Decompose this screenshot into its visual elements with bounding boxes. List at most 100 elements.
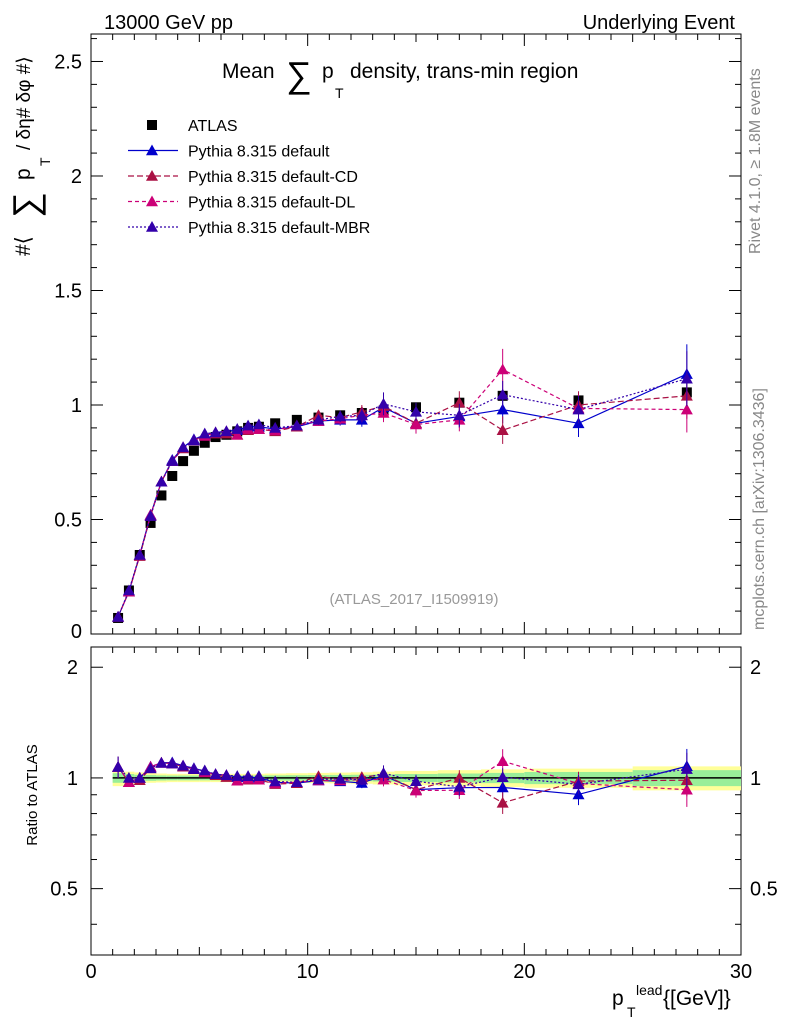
ratio-y-tick-label-left: 0.5: [50, 879, 78, 901]
y-tick-label: 2.5: [54, 51, 82, 73]
x-tick-label: 10: [297, 961, 319, 983]
ratio-series-marker: [496, 796, 509, 808]
ratio-series-marker: [312, 773, 325, 785]
series-marker: [231, 423, 244, 434]
legend-marker: [146, 221, 158, 232]
ratio-y-tick-label-right: 1: [750, 768, 761, 790]
ratio-series-marker: [269, 775, 282, 787]
series-marker: [198, 427, 211, 439]
legend-label: Pythia 8.315 default-DL: [188, 195, 355, 212]
ratio-series-marker: [572, 778, 585, 790]
y-tick-label: 1.5: [54, 280, 82, 302]
legend-marker: [146, 195, 158, 207]
ratio-series-marker: [410, 775, 422, 786]
atlas-data-point: [167, 470, 178, 481]
ratio-y-tick-label-right: 0.5: [750, 879, 778, 901]
series-marker: [166, 455, 179, 466]
title-p: p: [322, 60, 334, 83]
legend-label-atlas: ATLAS: [188, 118, 238, 135]
xlabel-sup: lead: [636, 982, 662, 998]
series-marker: [220, 425, 233, 437]
series-marker: [155, 475, 168, 487]
ratio-frame: [90, 646, 742, 956]
title-p-sub: T: [335, 85, 344, 101]
ratio-series-marker: [187, 763, 200, 774]
ratio-y-tick-label-left: 2: [67, 657, 78, 679]
series-line-2: [117, 368, 687, 618]
ratio-y-tick-label-left: 1: [67, 768, 78, 790]
chart-title: Mean ∑ p T density, trans-min region: [222, 54, 578, 101]
ratio-series-marker: [112, 760, 125, 772]
series-marker: [496, 388, 509, 400]
ratio-series-marker: [680, 763, 693, 774]
ratio-series-marker: [155, 756, 168, 768]
series-marker: [355, 409, 368, 421]
ratio-series-marker: [133, 771, 146, 783]
series-line-3: [117, 378, 687, 618]
atlas-data-point: [145, 517, 156, 528]
y-axis-label: #⟨ ∑ p T / δη# δφ #⟩: [5, 56, 53, 256]
x-tick-label: 0: [85, 961, 96, 983]
main-plot-area: 0.5 1 1.5 2 2.5 0: [54, 33, 742, 643]
x-tick-label: 30: [730, 961, 752, 983]
atlas-data-point: [188, 445, 199, 456]
ratio-series-marker: [242, 770, 255, 781]
ratio-series-marker: [496, 771, 509, 782]
series-marker: [410, 405, 422, 417]
ratio-series-marker: [198, 764, 211, 776]
series-marker: [144, 510, 157, 521]
ylabel-p: p: [12, 168, 35, 180]
series-line-1: [117, 395, 687, 618]
atlas-data-point: [199, 437, 210, 448]
ratio-series-marker: [122, 771, 135, 783]
watermark-label: (ATLAS_2017_I1509919): [329, 591, 498, 608]
ratio-series-marker: [453, 771, 466, 783]
atlas-data-point: [156, 490, 167, 501]
series-marker: [572, 403, 585, 415]
ratio-series-marker: [220, 769, 233, 781]
ratio-series-marker: [231, 770, 244, 781]
y-tick-label-zero: 0: [71, 621, 82, 643]
y-tick-label: 0.5: [54, 509, 82, 531]
title-mean: Mean: [222, 60, 275, 83]
ratio-series-marker: [496, 755, 509, 766]
series-marker: [209, 426, 222, 438]
ylabel-rest: / δη# δφ #⟩: [14, 56, 35, 150]
series-marker: [231, 428, 244, 440]
series-marker: [312, 413, 325, 425]
ratio-series-marker: [144, 762, 157, 774]
header-left: 13000 GeV pp: [104, 12, 233, 34]
ratio-series-marker: [410, 784, 422, 796]
y-tick-label: 1: [71, 395, 82, 417]
series-marker: [680, 403, 693, 415]
series-marker: [410, 418, 422, 430]
mcplots-label: mcplots.cern.ch [arXiv:1306.3436]: [751, 388, 768, 630]
ratio-y-tick-label-right: 2: [750, 657, 761, 679]
series-marker: [252, 418, 265, 430]
ratio-series-marker: [377, 767, 390, 778]
xlabel-p: p: [612, 987, 624, 1010]
series-marker: [496, 363, 509, 375]
series-marker: [290, 419, 303, 431]
ratio-series-marker: [166, 757, 179, 769]
series-line-0: [117, 373, 688, 618]
legend-marker: [146, 144, 158, 156]
title-rest: density, trans-min region: [350, 60, 578, 83]
series-marker: [133, 548, 146, 560]
header-right: Underlying Event: [583, 12, 736, 34]
ratio-series-marker: [209, 768, 222, 780]
xlabel-sub: T: [627, 1004, 636, 1020]
series-marker: [496, 403, 509, 415]
ratio-series-marker: [680, 783, 693, 795]
ratio-series-marker: [453, 780, 466, 792]
ylabel-prefix: #⟨: [12, 236, 35, 256]
ylabel-sum: ∑: [5, 192, 46, 218]
x-axis-label: p lead T {[GeV]}: [612, 982, 731, 1020]
legend-marker-atlas: [147, 120, 157, 130]
legend: ATLAS Pythia 8.315 default Pythia 8.315 de…: [128, 118, 370, 237]
series-marker: [680, 372, 693, 384]
series-marker: [187, 434, 200, 446]
series-marker: [177, 441, 190, 453]
ratio-series-marker: [334, 772, 347, 784]
